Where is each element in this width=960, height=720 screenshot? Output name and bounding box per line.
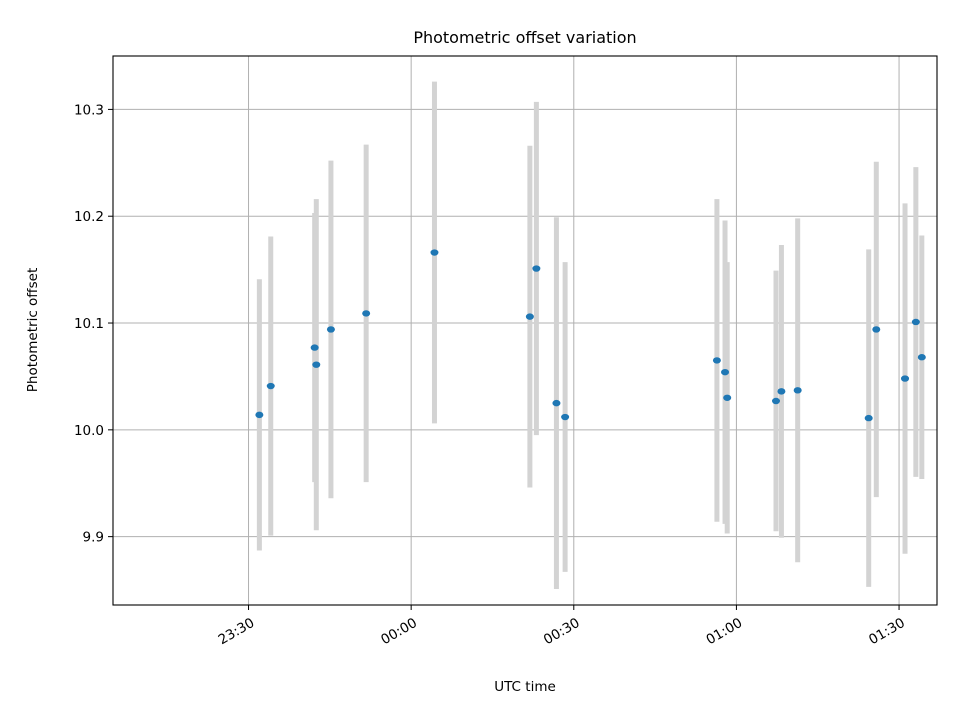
data-point: [430, 249, 439, 256]
y-tick-label: 10.1: [74, 316, 104, 332]
plot-area-frame: [112, 55, 938, 606]
data-point: [362, 310, 371, 317]
data-point: [917, 354, 926, 361]
grid-lines: [113, 56, 937, 605]
chart-title: Photometric offset variation: [413, 28, 636, 47]
data-point: [777, 388, 786, 395]
data-point: [266, 382, 275, 390]
y-tick-label: 10.3: [74, 102, 104, 118]
data-point: [532, 265, 541, 272]
y-axis-label: Photometric offset: [25, 268, 41, 392]
data-point: [911, 318, 920, 326]
data-point: [525, 313, 534, 320]
data-point: [326, 326, 335, 333]
data-point: [310, 344, 319, 351]
data-point: [872, 326, 881, 333]
data-point: [793, 387, 802, 394]
data-points: [255, 249, 926, 422]
data-point: [771, 397, 780, 405]
data-point: [864, 414, 873, 422]
y-tick-label: 10.2: [74, 209, 104, 225]
data-point: [552, 399, 561, 407]
data-point: [721, 368, 730, 376]
y-tick-label: 9.9: [83, 530, 104, 546]
data-point: [901, 375, 910, 382]
data-point: [255, 411, 264, 419]
x-axis-label: UTC time: [494, 679, 556, 695]
data-point: [712, 357, 721, 364]
data-point: [561, 413, 570, 421]
y-tick-label: 10.0: [74, 423, 104, 439]
data-point: [723, 394, 732, 401]
data-point: [312, 361, 321, 368]
